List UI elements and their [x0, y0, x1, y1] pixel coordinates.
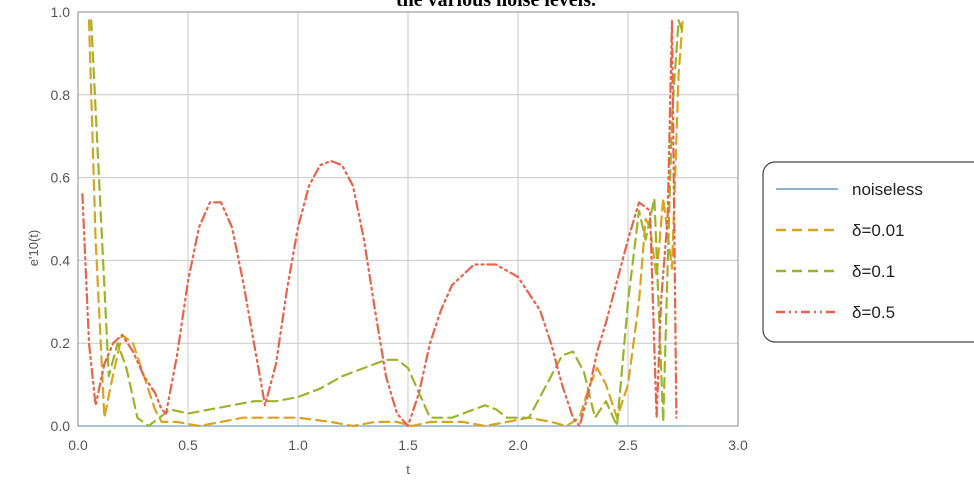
series-layer	[77, 15, 685, 428]
x-tick-label: 1.0	[288, 437, 308, 453]
y-axis-label: e'10(t)	[26, 230, 41, 266]
x-tick-label: 1.5	[398, 437, 418, 453]
x-tick-label: 2.0	[508, 437, 528, 453]
y-tick-label: 0.4	[51, 252, 71, 268]
x-tick-label: 3.0	[728, 437, 748, 453]
legend-label-3: δ=0.5	[852, 303, 895, 322]
series-line-3	[81, 19, 678, 428]
y-tick-label: 0.2	[51, 335, 71, 351]
x-tick-label: 2.5	[618, 437, 638, 453]
legend-label-0: noiseless	[852, 180, 923, 199]
y-tick-label: 0.8	[51, 87, 71, 103]
y-tick-label: 0.6	[51, 170, 71, 186]
y-tick-label: 0.0	[51, 418, 71, 434]
legend-label-1: δ=0.01	[852, 221, 904, 240]
gridlines	[77, 11, 739, 427]
series-line-2	[90, 19, 685, 428]
x-tick-label: 0.0	[68, 437, 88, 453]
x-tick-label: 0.5	[178, 437, 198, 453]
legend-label-2: δ=0.1	[852, 262, 895, 281]
y-tick-label: 1.0	[51, 4, 71, 20]
axis-ticks: 0.0 0.5 1.0 1.5 2.0 2.5 3.0 0.0 0.2 0.4 0.6 0.8 1.0	[51, 4, 748, 453]
x-axis-label: t	[406, 462, 410, 477]
legend-box	[762, 161, 974, 343]
legend: noiseless δ=0.01 δ=0.1 δ=0.5	[762, 161, 974, 343]
chart-title: the various noise levels.	[396, 0, 596, 11]
series-line-1	[87, 15, 685, 428]
